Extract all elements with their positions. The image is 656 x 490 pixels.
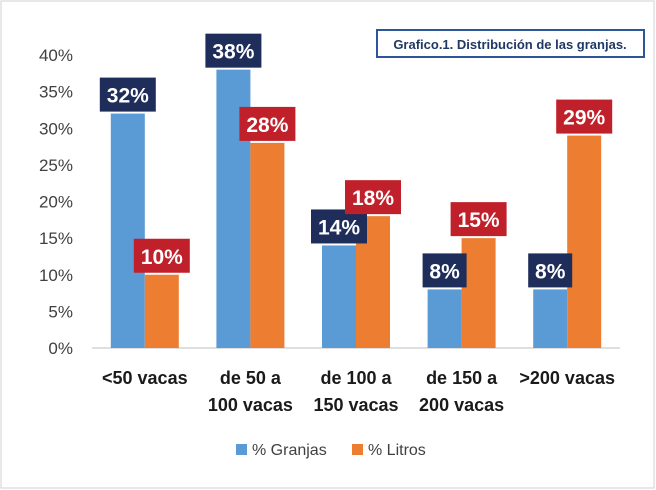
chart-title: Grafico.1. Distribución de las granjas. xyxy=(393,37,626,52)
data-label-box xyxy=(528,253,573,288)
y-tick-label: 5% xyxy=(48,302,73,321)
legend-swatch xyxy=(352,444,363,455)
data-label: 18% xyxy=(352,187,394,210)
data-label: 15% xyxy=(458,209,500,232)
data-label: 29% xyxy=(563,107,605,130)
data-label-box xyxy=(450,202,507,237)
data-label: 38% xyxy=(212,41,254,64)
category-label: 200 vacas xyxy=(419,395,504,415)
data-label: 32% xyxy=(107,85,149,108)
data-label-box xyxy=(133,238,190,273)
y-tick-label: 0% xyxy=(48,339,73,358)
bar-litros xyxy=(250,142,285,348)
category-label: 100 vacas xyxy=(208,395,293,415)
data-label-box xyxy=(345,180,401,215)
y-tick-label: 25% xyxy=(39,156,73,175)
bar-granjas xyxy=(533,289,568,348)
category-label: de 50 a xyxy=(220,368,282,388)
data-label-box xyxy=(556,99,613,134)
bars-group xyxy=(110,69,602,349)
data-label-box xyxy=(239,106,296,141)
chart-title-box: Grafico.1. Distribución de las granjas. xyxy=(376,29,645,58)
data-label: 8% xyxy=(535,260,566,283)
y-axis-ticks: 0% 5% 10% 15% 20% 25% 30% 35% 40% xyxy=(39,46,73,358)
y-tick-label: 20% xyxy=(39,193,73,212)
data-label-box xyxy=(205,33,262,68)
data-label: 8% xyxy=(429,260,460,283)
bar-litros xyxy=(461,238,496,348)
y-tick-label: 30% xyxy=(39,119,73,138)
legend-label: % Litros xyxy=(368,442,426,459)
data-label-box xyxy=(311,209,367,244)
bar-granjas xyxy=(322,245,356,348)
bar-litros xyxy=(144,274,179,348)
category-label: de 150 a xyxy=(426,368,498,388)
category-labels: <50 vacas de 50 a 100 vacas de 100 a 150 vac… xyxy=(102,368,615,415)
y-tick-label: 40% xyxy=(39,46,73,65)
bar-litros xyxy=(567,135,602,348)
y-tick-label: 10% xyxy=(39,266,73,285)
data-labels-group: 32% 10% 38% 28% 14% 18% 8% 15% 8% 29% xyxy=(99,33,613,288)
data-label: 28% xyxy=(246,114,288,137)
data-label-box xyxy=(99,77,156,112)
legend: % Granjas % Litros xyxy=(236,442,426,459)
legend-swatch xyxy=(236,444,247,455)
bar-granjas xyxy=(427,289,462,348)
y-tick-label: 35% xyxy=(39,83,73,102)
data-label: 14% xyxy=(318,216,360,239)
chart-title-border xyxy=(376,29,645,58)
category-label: >200 vacas xyxy=(519,368,615,388)
category-label: de 100 a xyxy=(320,368,392,388)
category-label: <50 vacas xyxy=(102,368,188,388)
legend-label: % Granjas xyxy=(252,442,327,459)
data-label-box xyxy=(422,253,467,288)
y-tick-label: 15% xyxy=(39,229,73,248)
category-label: 150 vacas xyxy=(313,395,398,415)
bar-granjas xyxy=(110,113,145,348)
data-label: 10% xyxy=(141,246,183,269)
